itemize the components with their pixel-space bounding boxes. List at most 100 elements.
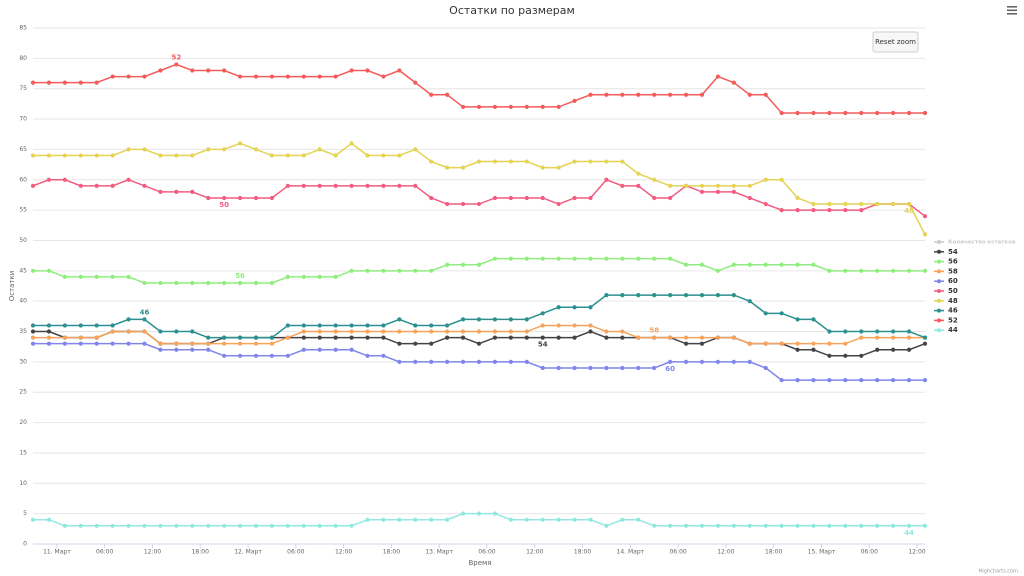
legend-label: 58	[948, 267, 958, 275]
point-marker	[572, 517, 577, 522]
point-marker	[110, 341, 115, 346]
point-marker	[429, 92, 434, 97]
point-marker	[891, 523, 896, 528]
point-marker	[492, 256, 498, 261]
point-marker	[827, 523, 832, 528]
legend-item[interactable]: 44	[934, 326, 958, 334]
point-marker	[747, 262, 752, 267]
point-marker	[317, 335, 322, 340]
point-marker	[922, 377, 928, 383]
menu-bar[interactable]	[1007, 13, 1017, 15]
point-marker	[174, 153, 179, 158]
point-marker	[843, 329, 848, 334]
point-marker	[285, 153, 290, 158]
point-marker	[859, 335, 864, 340]
legend-item[interactable]: Количество остатков	[934, 240, 1016, 246]
point-marker	[604, 92, 609, 97]
point-marker	[540, 256, 545, 261]
legend-item[interactable]: 58	[934, 267, 958, 275]
point-marker	[365, 268, 370, 273]
point-marker	[636, 183, 641, 188]
point-marker	[237, 341, 243, 346]
button-label[interactable]: Reset zoom	[875, 38, 916, 46]
point-marker	[875, 201, 880, 207]
legend-item[interactable]: 56	[934, 258, 958, 266]
point-marker	[891, 335, 896, 340]
point-marker	[699, 359, 705, 364]
point-marker	[253, 280, 259, 286]
point-marker	[397, 517, 402, 522]
menu-bar[interactable]	[1007, 9, 1017, 12]
point-marker	[110, 183, 115, 188]
y-tick-label: 40	[19, 298, 27, 305]
point-marker	[365, 68, 370, 73]
point-marker	[62, 341, 67, 346]
point-marker	[253, 195, 259, 201]
menu-button[interactable]	[1007, 6, 1017, 15]
point-marker	[397, 153, 402, 158]
point-marker	[365, 153, 370, 158]
menu-bar[interactable]	[1007, 6, 1017, 8]
y-tick-label: 10	[19, 480, 27, 487]
point-marker	[572, 305, 577, 310]
point-marker	[349, 68, 354, 73]
point-marker	[317, 347, 322, 352]
point-marker	[269, 74, 275, 79]
point-marker	[269, 280, 275, 286]
point-marker	[269, 523, 275, 528]
legend-item[interactable]: 46	[934, 307, 958, 315]
point-marker	[190, 189, 195, 195]
point-marker	[333, 183, 338, 188]
point-marker	[604, 523, 609, 528]
y-tick-label: 80	[19, 55, 27, 62]
point-marker	[94, 274, 99, 279]
point-marker	[460, 335, 466, 340]
point-marker	[795, 377, 800, 383]
point-marker	[222, 353, 227, 358]
point-marker	[94, 335, 99, 340]
button-box[interactable]	[872, 31, 919, 53]
point-marker	[253, 341, 259, 346]
point-marker	[604, 159, 609, 164]
point-marker	[158, 68, 163, 73]
point-marker	[317, 323, 322, 328]
point-marker	[476, 359, 482, 364]
point-marker	[110, 523, 115, 528]
credits[interactable]: Highcharts.com	[979, 569, 1018, 575]
point-marker	[333, 335, 338, 340]
legend-label: 60	[948, 277, 958, 285]
point-marker	[94, 153, 99, 158]
point-marker	[668, 335, 673, 340]
legend-item[interactable]: 48	[934, 297, 958, 305]
reset-zoom-button[interactable]: Reset zoom	[872, 31, 919, 53]
point-marker	[365, 329, 370, 334]
point-marker	[142, 341, 147, 346]
point-marker	[94, 323, 99, 328]
point-marker	[349, 523, 354, 528]
point-marker	[429, 268, 434, 273]
legend-symbol	[937, 249, 941, 254]
legend-item[interactable]: 60	[934, 277, 958, 285]
legend-item[interactable]: 54	[934, 248, 958, 256]
point-marker	[222, 341, 227, 346]
point-marker	[333, 153, 338, 158]
point-marker	[78, 341, 83, 346]
point-marker	[922, 335, 928, 340]
point-marker	[142, 317, 147, 322]
legend-item[interactable]: 52	[934, 316, 958, 324]
point-marker	[843, 353, 848, 358]
point-marker	[699, 189, 705, 195]
point-marker	[715, 74, 721, 79]
point-marker	[731, 80, 736, 85]
point-marker	[317, 329, 322, 334]
point-marker	[604, 177, 609, 182]
point-marker	[253, 335, 259, 340]
legend-item[interactable]: 50	[934, 287, 958, 295]
point-marker	[237, 195, 243, 201]
point-marker	[699, 335, 705, 340]
point-marker	[460, 104, 466, 110]
point-marker	[126, 523, 131, 528]
point-marker	[381, 153, 386, 158]
point-marker	[365, 335, 370, 340]
point-marker	[620, 293, 625, 298]
